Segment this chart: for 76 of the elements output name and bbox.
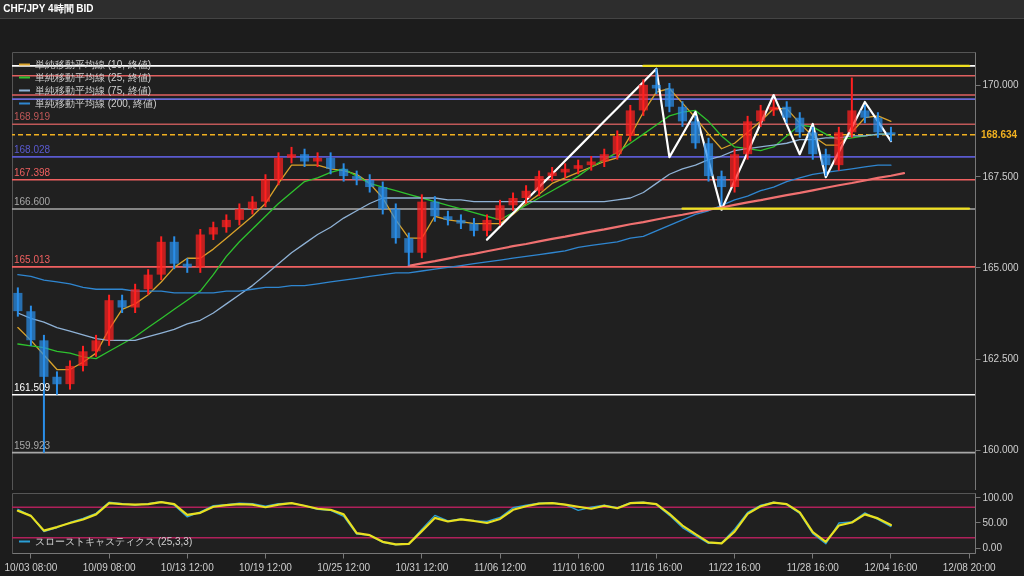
candlestick xyxy=(143,268,153,296)
x-tick-label: 10/19 12:00 xyxy=(239,561,293,573)
candlestick xyxy=(873,111,883,139)
y-tick-label: 162.500 xyxy=(982,353,1020,365)
candlestick xyxy=(847,76,857,139)
candlestick xyxy=(91,333,101,358)
candlestick xyxy=(130,282,140,314)
ref-line-label: 168.919 xyxy=(14,111,51,123)
candlestick xyxy=(716,169,727,207)
x-tick-label: 10/09 08:00 xyxy=(82,561,136,573)
x-tick-label: 12/08 20:00 xyxy=(942,561,996,573)
legend-label: 単純移動平均線 (200, 終値) xyxy=(35,97,157,109)
candlestick xyxy=(677,100,688,128)
x-tick-label: 11/10 16:00 xyxy=(552,561,605,573)
candlestick xyxy=(13,286,23,318)
candlestick xyxy=(495,198,505,227)
candlestick xyxy=(534,169,544,198)
candlestick xyxy=(234,202,244,227)
x-tick-label: 10/03 08:00 xyxy=(4,561,58,573)
x-tick-label: 11/22 16:00 xyxy=(708,561,762,573)
candlestick xyxy=(612,129,622,161)
candlestick xyxy=(508,191,518,212)
y-tick-label: 160.000 xyxy=(982,444,1020,456)
candlestick xyxy=(808,125,818,161)
candlestick xyxy=(651,67,661,95)
candlestick xyxy=(482,213,492,238)
candlestick xyxy=(221,213,231,234)
x-tick-label: 11/28 16:00 xyxy=(786,561,840,573)
candlestick xyxy=(378,180,388,216)
x-tick-label: 12/04 16:00 xyxy=(864,561,918,573)
candlestick xyxy=(273,151,284,187)
candlestick xyxy=(664,82,674,114)
candlestick xyxy=(78,344,88,373)
chart-title: CHF/JPY 4時間 BID xyxy=(3,3,94,14)
y-tick-label: 170.000 xyxy=(982,79,1020,91)
y-tick-label: 167.500 xyxy=(982,170,1020,182)
y-tick-label: 0.00 xyxy=(982,542,1003,554)
ref-line-label: 166.600 xyxy=(14,195,51,207)
legend-label: 単純移動平均線 (75, 終値) xyxy=(35,84,152,96)
candlestick xyxy=(690,114,701,150)
candlestick xyxy=(782,100,792,125)
x-tick-label: 10/31 12:00 xyxy=(395,561,449,573)
candlestick xyxy=(208,220,218,241)
y-tick-label: 165.000 xyxy=(982,261,1020,273)
candlestick xyxy=(756,103,766,128)
candlestick xyxy=(299,147,310,168)
y-tick-label: 100.00 xyxy=(982,491,1014,503)
candlestick xyxy=(326,151,336,176)
ref-line-label: 168.028 xyxy=(14,143,51,155)
candlestick xyxy=(795,111,805,139)
candlestick xyxy=(260,173,271,209)
candlestick xyxy=(404,231,414,267)
candlestick xyxy=(247,195,257,216)
candlestick xyxy=(430,195,440,223)
candlestick xyxy=(469,217,479,238)
candlestick xyxy=(339,162,349,183)
candlestick xyxy=(860,103,870,125)
legend-label: スローストキャスティクス (25,3,3) xyxy=(35,535,193,547)
line-series xyxy=(407,172,906,267)
candlestick xyxy=(52,370,62,396)
ref-line-label: 167.398 xyxy=(14,166,51,178)
candlestick xyxy=(521,184,531,205)
candlestick xyxy=(65,359,75,391)
x-tick-label: 11/06 12:00 xyxy=(473,561,527,573)
line-series xyxy=(485,67,893,241)
candlestick xyxy=(599,147,609,168)
candlestick xyxy=(821,147,831,178)
candlestick xyxy=(365,173,375,194)
ref-line-label: 165.013 xyxy=(14,253,51,265)
x-tick-label: 10/25 12:00 xyxy=(317,561,371,573)
x-tick-label: 10/13 12:00 xyxy=(160,561,215,573)
x-tick-label: 11/16 16:00 xyxy=(630,561,683,573)
candlestick xyxy=(117,293,127,314)
candlestick xyxy=(169,235,179,271)
ref-line-label: 168.634 xyxy=(981,128,1018,140)
y-tick-label: 50.00 xyxy=(982,516,1008,528)
